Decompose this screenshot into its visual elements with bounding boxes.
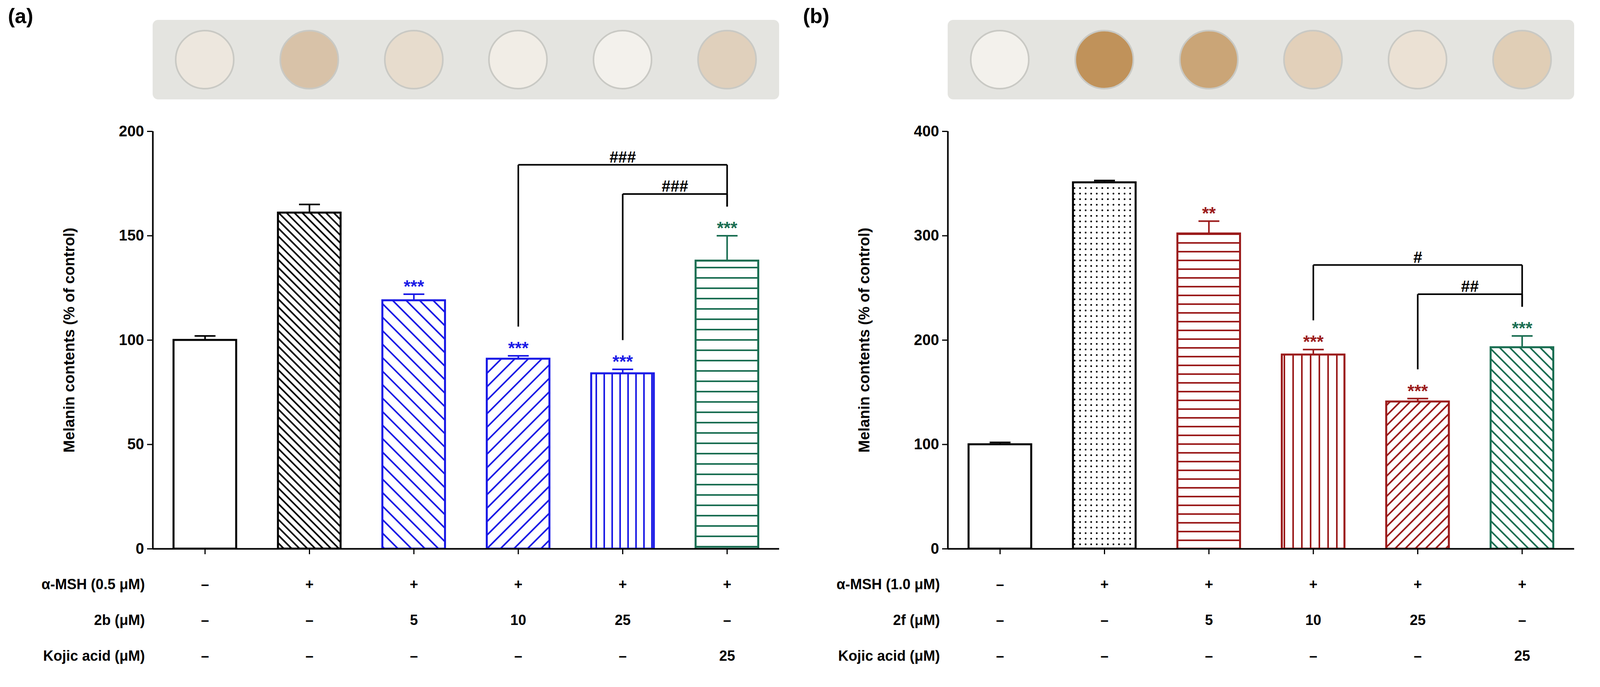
svg-text:25: 25	[1514, 647, 1531, 664]
svg-text:α-MSH (1.0 μM): α-MSH (1.0 μM)	[836, 576, 940, 593]
svg-text:Kojic acid (μM): Kojic acid (μM)	[837, 647, 940, 664]
svg-text:25: 25	[614, 611, 631, 629]
svg-text:–: –	[409, 647, 418, 664]
svg-text:***: ***	[1303, 331, 1324, 352]
svg-text:+: +	[305, 576, 314, 593]
svg-text:###: ###	[609, 148, 637, 166]
svg-text:–: –	[305, 647, 314, 664]
svg-text:2b (μM): 2b (μM)	[93, 611, 145, 629]
svg-text:10: 10	[1305, 611, 1322, 629]
svg-text:***: ***	[716, 218, 738, 238]
svg-text:–: –	[1204, 647, 1213, 664]
svg-text:150: 150	[118, 226, 144, 244]
svg-text:–: –	[1100, 647, 1109, 664]
svg-text:Melanin contents (% of control: Melanin contents (% of control)	[60, 227, 78, 453]
svg-text:–: –	[618, 647, 627, 664]
svg-text:25: 25	[1409, 611, 1426, 629]
svg-text:–: –	[201, 611, 210, 629]
svg-text:25: 25	[719, 647, 736, 664]
svg-text:–: –	[1413, 647, 1422, 664]
svg-text:–: –	[723, 611, 732, 629]
svg-text:***: ***	[403, 276, 425, 297]
svg-text:***: ***	[1407, 381, 1429, 401]
svg-text:Kojic acid (μM): Kojic acid (μM)	[42, 647, 145, 664]
svg-text:5: 5	[409, 611, 418, 629]
svg-text:###: ###	[661, 177, 689, 195]
svg-text:0: 0	[930, 540, 939, 557]
svg-text:–: –	[201, 647, 210, 664]
svg-text:200: 200	[913, 331, 939, 349]
svg-text:–: –	[305, 611, 314, 629]
svg-text:+: +	[723, 576, 732, 593]
html-text:(a): (a)	[7, 4, 34, 28]
svg-text:0: 0	[135, 540, 144, 557]
svg-text:100: 100	[118, 331, 144, 349]
svg-text:***: ***	[612, 351, 634, 372]
svg-text:5: 5	[1204, 611, 1213, 629]
svg-text:#: #	[1413, 248, 1422, 266]
svg-text:##: ##	[1461, 277, 1480, 295]
svg-text:400: 400	[913, 122, 939, 140]
svg-text:10: 10	[510, 611, 527, 629]
svg-text:100: 100	[913, 435, 939, 453]
svg-text:+: +	[618, 576, 627, 593]
svg-text:–: –	[1100, 611, 1109, 629]
svg-text:–: –	[1518, 611, 1527, 629]
svg-text:**: **	[1202, 203, 1216, 224]
svg-text:+: +	[1309, 576, 1318, 593]
html-text:(b): (b)	[802, 4, 830, 28]
svg-text:+: +	[409, 576, 419, 593]
svg-text:+: +	[1100, 576, 1109, 593]
svg-text:***: ***	[1511, 318, 1533, 338]
svg-text:+: +	[1413, 576, 1422, 593]
svg-text:200: 200	[118, 122, 144, 140]
svg-text:300: 300	[913, 226, 939, 244]
svg-text:+: +	[513, 576, 523, 593]
svg-text:α-MSH (0.5 μM): α-MSH (0.5 μM)	[41, 576, 145, 593]
svg-text:–: –	[201, 576, 210, 593]
svg-text:–: –	[996, 611, 1005, 629]
svg-text:+: +	[1518, 576, 1527, 593]
svg-text:2f (μM): 2f (μM)	[892, 611, 940, 629]
svg-text:50: 50	[127, 435, 144, 453]
svg-text:–: –	[514, 647, 523, 664]
svg-text:–: –	[996, 576, 1005, 593]
svg-text:–: –	[1309, 647, 1318, 664]
svg-text:***: ***	[508, 338, 529, 358]
svg-text:–: –	[996, 647, 1005, 664]
svg-text:Melanin contents (% of control: Melanin contents (% of control)	[855, 227, 873, 453]
svg-text:+: +	[1204, 576, 1214, 593]
